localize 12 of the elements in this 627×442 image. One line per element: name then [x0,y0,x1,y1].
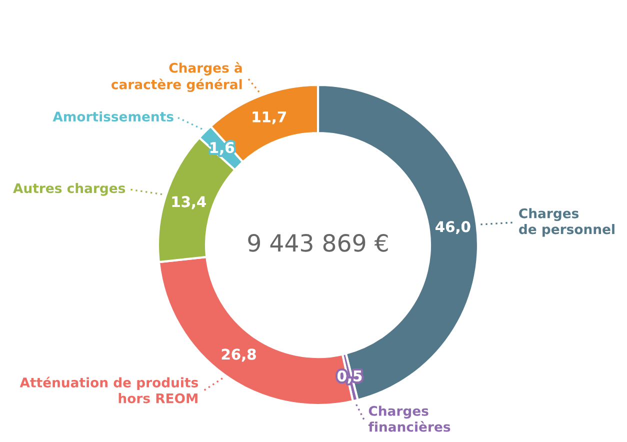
data-label: 11,7 [252,111,286,124]
slice-label: Autres charges [13,182,126,196]
slice-label: Amortissements [52,111,174,122]
data-label: 46,0 [436,221,470,234]
data-label: 26,8 [222,348,256,362]
slice-label: Charges financières [368,406,450,432]
text: 9 443 869 € [248,234,388,252]
data-label: 0,5 [338,370,362,384]
slice-label: Atténuation de produits hors REOM [20,376,198,404]
slice-label: Charges de personnel [519,208,614,237]
data-label: 13,4 [172,196,206,210]
slice-label: Charges à caractère général [111,62,242,92]
